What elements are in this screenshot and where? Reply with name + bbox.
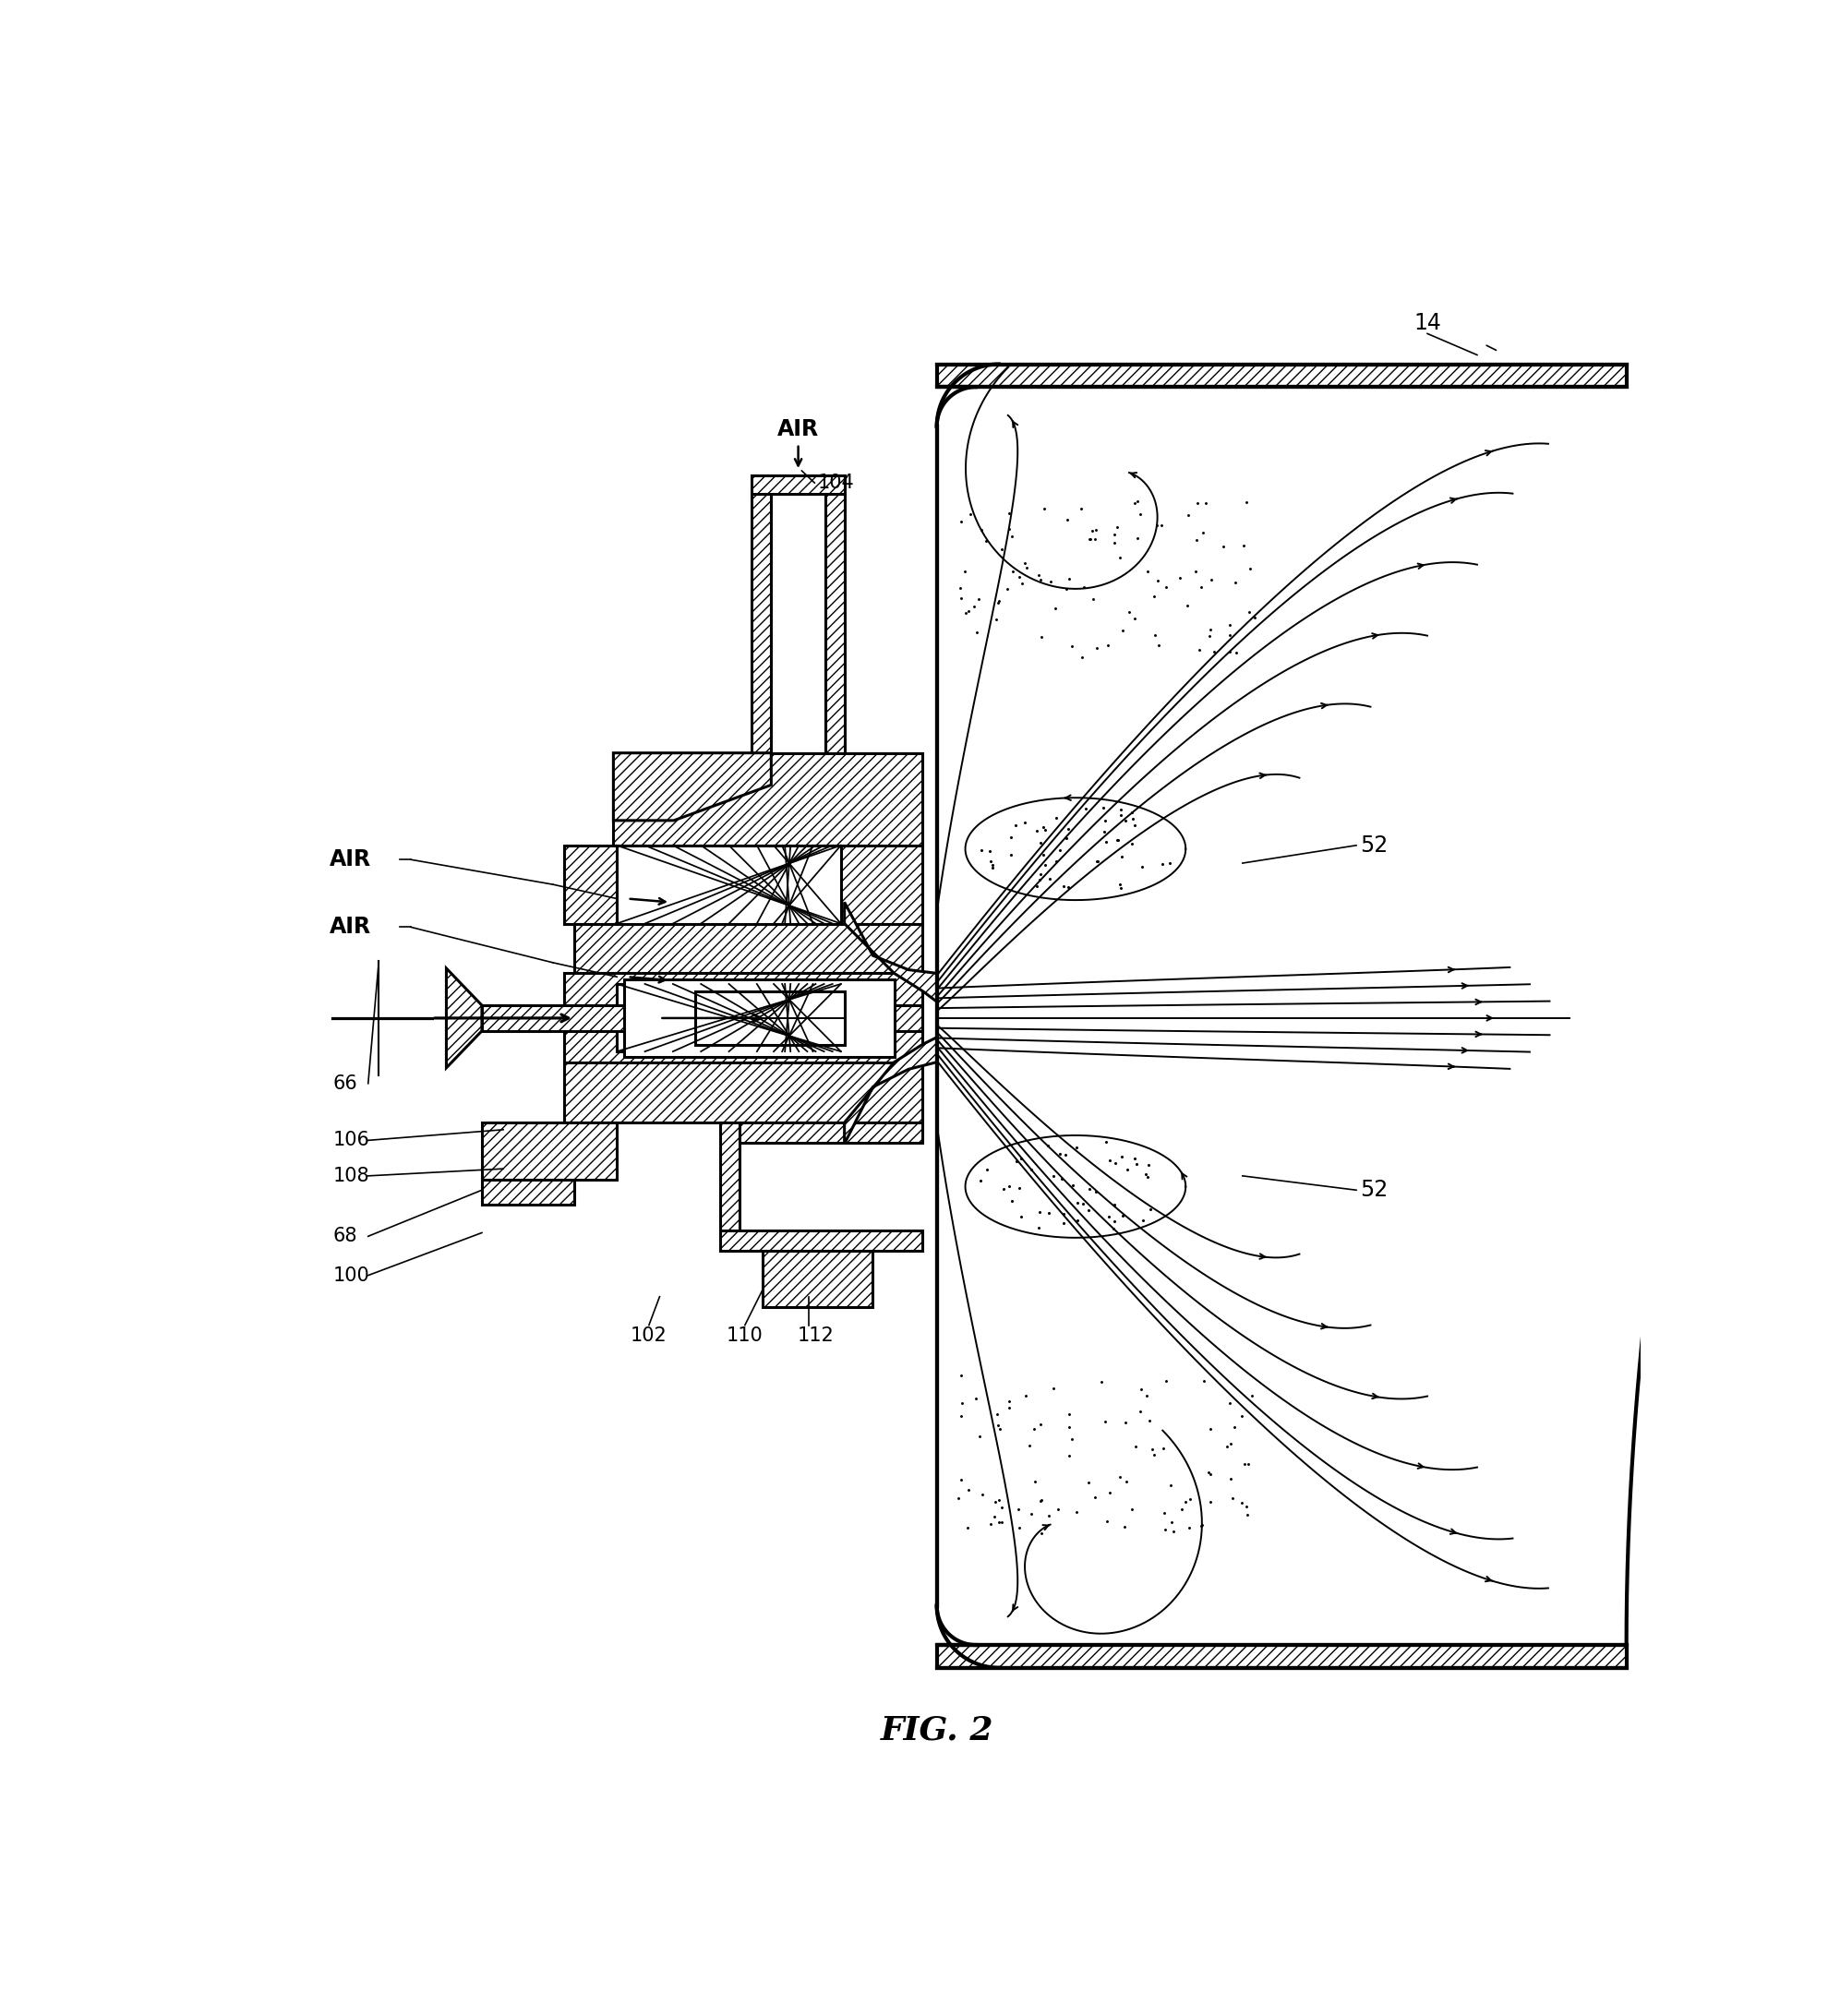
Text: 68: 68 [333, 1228, 356, 1246]
Bar [483, 1006, 923, 1030]
Bar [938, 365, 1627, 387]
Bar [762, 1250, 874, 1306]
Bar [563, 974, 923, 1062]
Bar [623, 980, 894, 1056]
Bar [483, 1179, 574, 1204]
Bar [483, 1179, 574, 1204]
Text: 110: 110 [726, 1327, 764, 1345]
Bar [695, 992, 845, 1044]
Bar [720, 1230, 923, 1250]
Bar [720, 1230, 923, 1250]
Text: 112: 112 [797, 1327, 834, 1345]
Bar [563, 974, 923, 1062]
Text: 100: 100 [333, 1266, 369, 1284]
Text: 104: 104 [817, 474, 854, 492]
Bar [563, 845, 923, 923]
Bar [762, 1250, 874, 1306]
Bar [751, 494, 771, 752]
Text: 102: 102 [631, 1327, 667, 1345]
Polygon shape [446, 968, 483, 1068]
Text: AIR: AIR [329, 849, 371, 871]
Bar [563, 845, 923, 923]
Bar [740, 1123, 923, 1143]
Bar [751, 476, 845, 494]
Text: 66: 66 [333, 1075, 356, 1093]
Bar [740, 1123, 923, 1143]
Bar [938, 1645, 1627, 1667]
Bar [614, 752, 923, 845]
Bar [483, 1123, 618, 1179]
Bar [751, 494, 771, 752]
Bar [563, 1062, 923, 1123]
Bar [720, 1123, 740, 1250]
Bar [574, 923, 923, 974]
Bar [614, 752, 923, 845]
Bar [618, 845, 841, 923]
Bar [483, 1123, 618, 1179]
Text: FIG. 2: FIG. 2 [881, 1714, 993, 1746]
Polygon shape [845, 1038, 938, 1143]
Bar [618, 984, 841, 1052]
Bar [720, 1123, 740, 1250]
Bar [824, 494, 845, 752]
Text: 52: 52 [1360, 835, 1387, 857]
Bar [751, 476, 845, 494]
Bar [824, 494, 845, 752]
Text: AIR: AIR [777, 419, 819, 442]
Bar [483, 1006, 923, 1030]
Polygon shape [845, 903, 938, 1002]
Bar [563, 1062, 923, 1123]
Bar [938, 1645, 1627, 1667]
Bar [938, 365, 1627, 387]
Text: AIR: AIR [329, 915, 371, 937]
Text: 108: 108 [333, 1167, 369, 1185]
Text: 52: 52 [1360, 1179, 1387, 1202]
Polygon shape [614, 752, 771, 821]
Text: 14: 14 [1413, 312, 1440, 335]
Text: 106: 106 [333, 1131, 369, 1149]
Bar [574, 923, 923, 974]
